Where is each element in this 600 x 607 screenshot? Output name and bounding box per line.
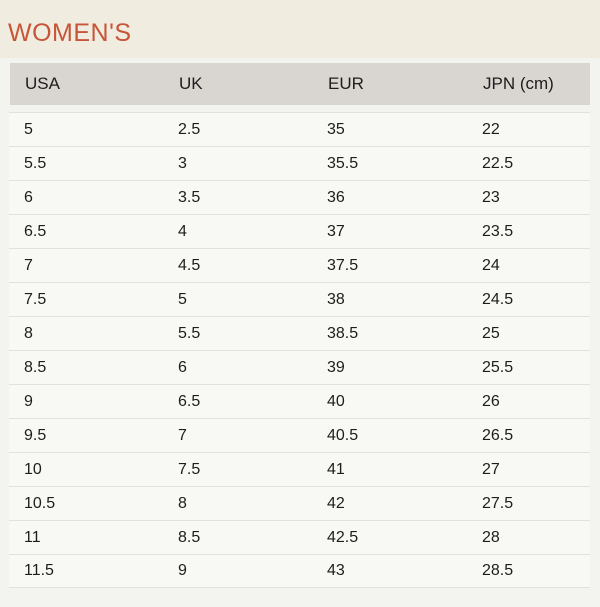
cell-usa: 10.5 [24, 494, 56, 512]
table-row: 6.5 4 37 23.5 [9, 214, 590, 248]
cell-jpn: 23 [482, 188, 500, 206]
cell-jpn: 22 [482, 120, 500, 138]
cell-jpn: 28 [482, 528, 500, 546]
cell-usa: 9 [24, 392, 33, 410]
table-row: 11.5 9 43 28.5 [9, 554, 590, 588]
cell-jpn: 25.5 [482, 358, 514, 376]
cell-usa: 7.5 [24, 290, 47, 308]
cell-eur: 39 [327, 358, 345, 376]
cell-uk: 2.5 [178, 120, 201, 138]
table-row: 8 5.5 38.5 25 [9, 316, 590, 350]
cell-eur: 38.5 [327, 324, 359, 342]
cell-eur: 37 [327, 222, 345, 240]
table-row: 10 7.5 41 27 [9, 452, 590, 486]
cell-eur: 35 [327, 120, 345, 138]
section-banner: WOMEN'S [0, 0, 600, 58]
cell-uk: 8 [178, 494, 187, 512]
table-row: 7 4.5 37.5 24 [9, 248, 590, 282]
table-row: 6 3.5 36 23 [9, 180, 590, 214]
cell-usa: 9.5 [24, 426, 47, 444]
table-row: 11 8.5 42.5 28 [9, 520, 590, 554]
table-row: 8.5 6 39 25.5 [9, 350, 590, 384]
cell-usa: 11 [24, 528, 41, 546]
cell-eur: 36 [327, 188, 345, 206]
cell-uk: 4 [178, 222, 187, 240]
cell-eur: 37.5 [327, 256, 359, 274]
cell-eur: 43 [327, 562, 345, 579]
cell-uk: 3 [178, 154, 187, 172]
cell-jpn: 22.5 [482, 154, 514, 172]
cell-jpn: 25 [482, 324, 500, 342]
cell-uk: 6 [178, 358, 187, 376]
cell-usa: 5.5 [24, 154, 47, 172]
cell-uk: 7 [178, 426, 187, 444]
cell-jpn: 26 [482, 392, 500, 410]
table-row: 7.5 5 38 24.5 [9, 282, 590, 316]
column-header-usa: USA [25, 74, 60, 93]
cell-eur: 40 [327, 392, 345, 410]
cell-uk: 3.5 [178, 188, 201, 206]
table-row: 5 2.5 35 22 [9, 112, 590, 146]
cell-uk: 4.5 [178, 256, 201, 274]
table-row: 10.5 8 42 27.5 [9, 486, 590, 520]
cell-usa: 5 [24, 120, 33, 138]
cell-eur: 42.5 [327, 528, 359, 546]
table-row: 5.5 3 35.5 22.5 [9, 146, 590, 180]
table-body: 5 2.5 35 22 5.5 3 35.5 22.5 6 3.5 36 23 … [9, 112, 590, 588]
cell-eur: 38 [327, 290, 345, 308]
cell-usa: 10 [24, 460, 42, 478]
cell-jpn: 23.5 [482, 222, 514, 240]
size-conversion-table: USA UK EUR JPN (cm) 5 2.5 35 22 5.5 3 35… [0, 63, 600, 588]
cell-eur: 35.5 [327, 154, 359, 172]
column-header-uk: UK [179, 74, 203, 93]
table-row: 9 6.5 40 26 [9, 384, 590, 418]
cell-usa: 7 [24, 256, 33, 274]
cell-eur: 42 [327, 494, 345, 512]
cell-usa: 6.5 [24, 222, 47, 240]
cell-eur: 41 [327, 460, 345, 478]
table-header-row: USA UK EUR JPN (cm) [10, 63, 590, 105]
cell-usa: 8.5 [24, 358, 47, 376]
cell-uk: 6.5 [178, 392, 201, 410]
cell-usa: 8 [24, 324, 33, 342]
cell-jpn: 27 [482, 460, 500, 478]
cell-usa: 6 [24, 188, 33, 206]
table-row: 9.5 7 40.5 26.5 [9, 418, 590, 452]
cell-jpn: 27.5 [482, 494, 514, 512]
cell-jpn: 24 [482, 256, 500, 274]
cell-uk: 9 [178, 562, 187, 579]
cell-eur: 40.5 [327, 426, 359, 444]
column-header-jpn: JPN (cm) [483, 74, 554, 93]
column-header-eur: EUR [328, 74, 364, 93]
cell-uk: 8.5 [178, 528, 201, 546]
cell-jpn: 28.5 [482, 562, 514, 579]
cell-jpn: 26.5 [482, 426, 514, 444]
cell-uk: 5 [178, 290, 187, 308]
cell-uk: 5.5 [178, 324, 201, 342]
cell-usa: 11.5 [24, 562, 54, 579]
cell-jpn: 24.5 [482, 290, 514, 308]
cell-uk: 7.5 [178, 460, 201, 478]
size-chart-title: WOMEN'S [8, 19, 132, 47]
